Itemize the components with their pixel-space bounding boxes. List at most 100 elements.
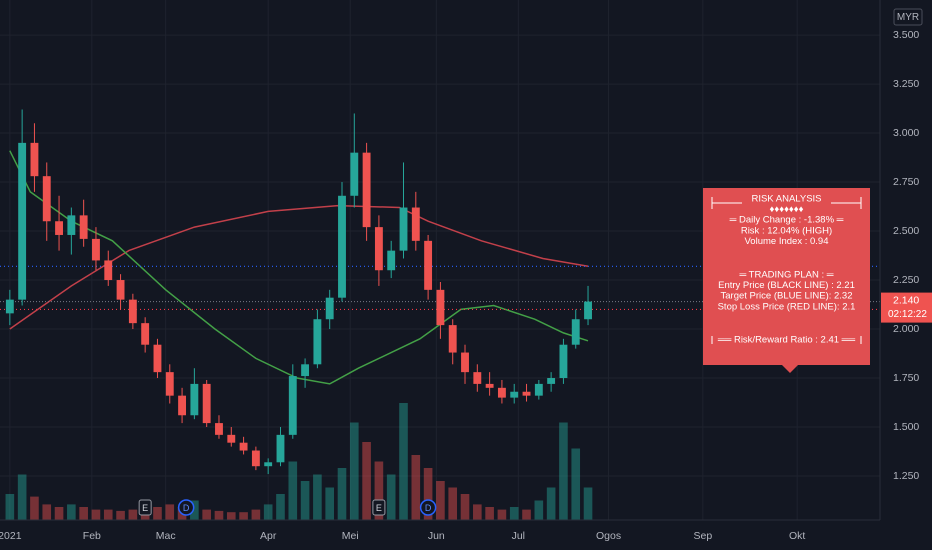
volume-bar: [190, 500, 199, 520]
volume-bar: [128, 509, 138, 520]
y-tick-label: 3.500: [893, 29, 919, 41]
candle-body: [215, 423, 223, 435]
volume-bar: [214, 510, 224, 520]
volume-bar: [559, 422, 568, 520]
candle-body: [190, 383, 199, 416]
y-tick-label: 2.000: [893, 323, 919, 335]
volume-bar: [534, 500, 544, 520]
volume: [5, 403, 593, 520]
volume-bar: [202, 509, 211, 520]
currency: MYR: [897, 12, 919, 23]
candle-body: [276, 434, 285, 463]
volume-bar: [263, 504, 273, 520]
volume-bar: [5, 494, 15, 520]
volume-bar: [399, 403, 408, 520]
x-tick-label: 2021: [0, 530, 22, 542]
candle-body: [338, 195, 346, 298]
candle-body: [362, 152, 371, 228]
volume-bar: [103, 509, 113, 520]
annotation-frame: [711, 197, 862, 209]
annotation-frame: [711, 336, 862, 344]
volume-bar: [374, 461, 384, 520]
annotation-line: ═ TRADING PLAN : ═: [738, 270, 833, 281]
candle-body: [571, 319, 580, 345]
x-tick-label: Mac: [156, 530, 176, 542]
event-badge: [177, 499, 195, 516]
candle-body: [251, 450, 260, 467]
volume-bar: [300, 481, 310, 520]
candle-body: [288, 376, 297, 435]
x-tick-label: Sep: [694, 530, 713, 542]
volume-bar: [522, 509, 531, 520]
volume-bar: [571, 448, 581, 520]
candle-body: [399, 207, 408, 251]
candle-body: [350, 152, 359, 196]
volume-bar: [91, 509, 101, 520]
x-tick-label: Feb: [83, 530, 101, 542]
y-tick-label: 3.000: [893, 127, 919, 139]
last-price-box: [881, 292, 932, 323]
y-tick-label: 2.250: [893, 274, 919, 286]
event-label: D: [183, 503, 190, 513]
volume-bar: [42, 504, 52, 520]
candle-body: [92, 238, 100, 261]
event-label: E: [142, 503, 148, 513]
volume-bar: [485, 507, 494, 520]
annotation-line: ═ Daily Change : -1.38% ═: [729, 215, 844, 226]
event-badge: [419, 499, 437, 516]
volume-bar: [276, 494, 285, 520]
volume-bar: [509, 507, 519, 520]
candle-body: [264, 462, 273, 467]
candle-body: [67, 215, 76, 235]
volume-bar: [436, 481, 445, 520]
volume-bar: [448, 487, 458, 520]
volume-bar: [67, 504, 76, 520]
y-tick-label: 1.250: [893, 470, 919, 482]
countdown: 02:12:22: [888, 309, 927, 320]
volume-bar: [386, 474, 396, 520]
candle-body: [141, 323, 150, 345]
volume-bar: [497, 509, 507, 520]
volume-bar: [165, 504, 175, 520]
candle-body: [202, 383, 211, 424]
candle-body: [153, 344, 162, 373]
annotation: RISK ANALYSIS♦♦♦♦♦♦♦═ Daily Change : -1.…: [703, 188, 870, 373]
candle-body: [313, 319, 322, 365]
volume-bar: [17, 474, 27, 520]
annotation-box: [703, 188, 870, 365]
event-label: D: [425, 503, 432, 513]
annotation-line: Volume Index : 0.94: [745, 236, 829, 247]
volume-bar: [239, 512, 248, 520]
volume-bar: [473, 504, 482, 520]
candle-body: [30, 142, 39, 177]
candle-body: [497, 387, 506, 398]
x-tick-label: Jun: [428, 530, 445, 542]
event-badge: [138, 499, 152, 516]
y-tick-label: 3.250: [893, 78, 919, 90]
last-price-label: 2.140: [893, 294, 919, 306]
annotation-line: ♦♦♦♦♦♦♦: [770, 204, 804, 215]
candle-body: [116, 280, 125, 300]
x-tick-label: Ogos: [596, 530, 621, 542]
volume-bar: [79, 507, 88, 520]
candle-body: [128, 299, 137, 324]
annotation-pointer: [782, 365, 798, 373]
volume-bar: [423, 468, 433, 520]
candle-body: [534, 383, 543, 396]
candle-body: [473, 372, 482, 384]
price-axis: [880, 0, 932, 550]
candle-body: [42, 176, 51, 222]
volume-bar: [349, 422, 359, 520]
candle-body: [424, 240, 433, 290]
x-tick-label: Okt: [789, 530, 805, 542]
candle-body: [411, 207, 420, 241]
y-tick-label: 1.750: [893, 372, 919, 384]
candle-body: [387, 250, 396, 271]
volume-bar: [362, 442, 371, 520]
volume-bar: [546, 487, 556, 520]
candle-body: [227, 434, 236, 443]
candle-body: [461, 352, 469, 373]
volume-bar: [116, 510, 125, 520]
volume-bar: [30, 496, 39, 520]
volume-bar: [153, 507, 162, 520]
